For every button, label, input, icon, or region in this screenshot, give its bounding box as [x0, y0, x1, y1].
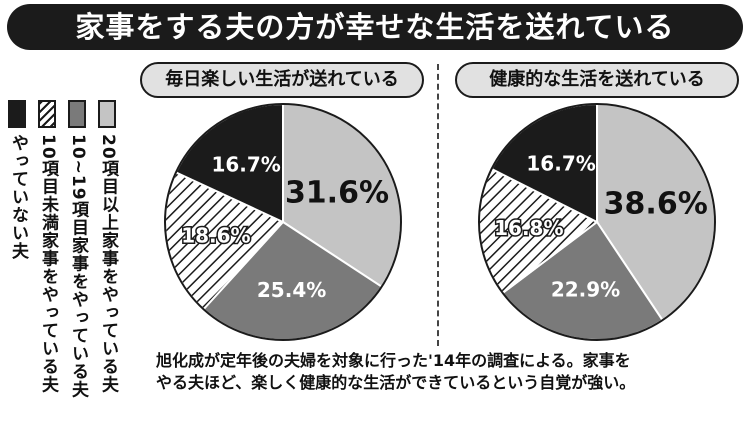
- caption: 旭化成が定年後の夫婦を対象に行った'14年の調査による。家事を やる夫ほど、楽し…: [156, 350, 746, 394]
- pie-1-outline: [164, 103, 402, 341]
- caption-line-1: 旭化成が定年後の夫婦を対象に行った'14年の調査による。家事を: [156, 351, 631, 370]
- legend-item-20plus: 20項目以上家事をやっている夫: [96, 100, 122, 394]
- pie-1-label-2: 25.4%: [257, 278, 326, 302]
- pie-1-label-3: 18.6%: [181, 224, 250, 248]
- pie-2-label-1: 38.6%: [604, 187, 708, 222]
- legend-label-10to19: 10~19項目家事をやっている夫: [68, 134, 88, 399]
- pie-2-label-3: 16.8%: [494, 216, 563, 240]
- legend-swatch-light-gray: [98, 100, 116, 128]
- legend-item-10to19: 10~19項目家事をやっている夫: [66, 100, 92, 399]
- chart-divider: [437, 64, 439, 346]
- legend-item-under10: 10項目未満家事をやっている夫: [36, 100, 62, 394]
- legend-swatch-black: [8, 100, 26, 128]
- caption-line-2: やる夫ほど、楽しく健康的な生活ができているという自覚が強い。: [156, 373, 636, 392]
- legend-item-none: やっていない夫: [6, 100, 32, 260]
- pie-2-title: 健康的な生活を送れている: [455, 62, 739, 98]
- pie-1-title: 毎日楽しい生活が送れている: [140, 62, 424, 98]
- legend-label-20plus: 20項目以上家事をやっている夫: [98, 134, 118, 394]
- pie-2-label-2: 22.9%: [551, 277, 620, 301]
- legend-swatch-hatched: [38, 100, 56, 128]
- pie-1-label-4: 16.7%: [211, 152, 280, 176]
- legend-swatch-dark-gray: [68, 100, 86, 128]
- legend-label-under10: 10項目未満家事をやっている夫: [38, 134, 58, 394]
- chart-title: 家事をする夫の方が幸せな生活を送れている: [7, 4, 743, 50]
- legend-label-none: やっていない夫: [8, 134, 28, 260]
- pie-1-label-1: 31.6%: [285, 175, 389, 210]
- pie-2-label-4: 16.7%: [526, 152, 595, 176]
- pie-2-outline: [478, 103, 716, 341]
- legend: 20項目以上家事をやっている夫 10~19項目家事をやっている夫 10項目未満家…: [4, 100, 128, 418]
